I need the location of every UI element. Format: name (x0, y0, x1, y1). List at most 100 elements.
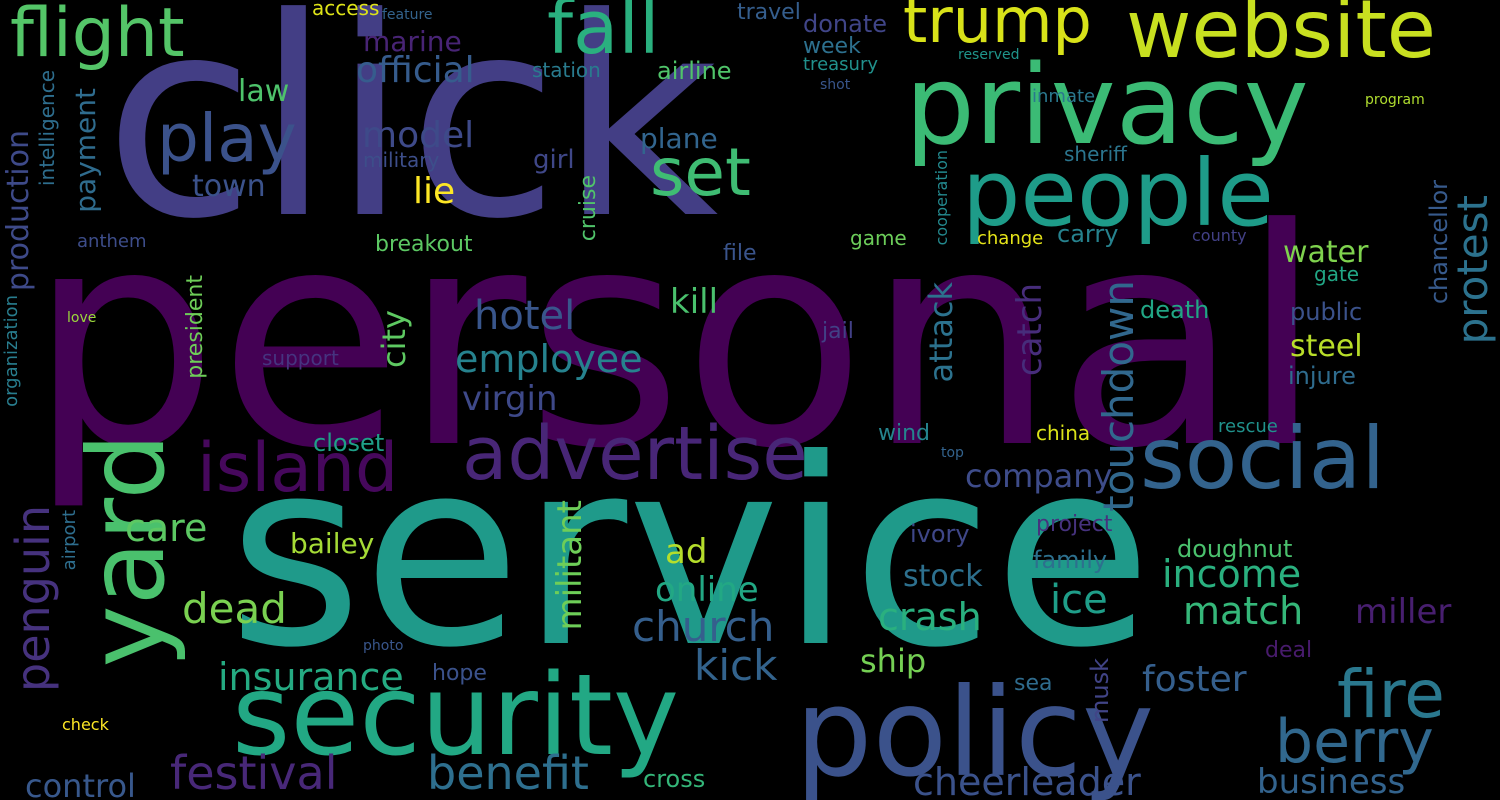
word-photo: photo (363, 638, 404, 654)
word-rescue: rescue (1218, 416, 1278, 437)
word-jail: jail (822, 319, 854, 344)
word-shot: shot (820, 77, 851, 93)
word-social: social (1140, 409, 1386, 509)
word-militant: militant (550, 500, 590, 631)
word-festival: festival (170, 746, 338, 800)
word-gate: gate (1314, 262, 1360, 286)
word-fall: fall (547, 0, 660, 71)
word-company: company (965, 457, 1113, 495)
word-cruise: cruise (576, 175, 601, 242)
word-protest: protest (1448, 195, 1497, 345)
word-wind: wind (878, 421, 931, 446)
word-lie: lie (413, 171, 456, 212)
word-change: change (977, 228, 1044, 249)
word-fire: fire (1337, 656, 1445, 733)
word-crash: crash (878, 595, 982, 639)
word-control: control (25, 767, 136, 800)
word-production: production (1, 130, 36, 292)
word-check: check (62, 715, 109, 734)
word-ad: ad (665, 532, 708, 572)
word-penguin: penguin (6, 505, 60, 692)
word-injure: injure (1288, 362, 1356, 390)
word-policy: policy (795, 662, 1155, 800)
word-game: game (850, 226, 907, 250)
word-plane: plane (640, 122, 718, 155)
word-click: click (104, 0, 719, 279)
word-insurance: insurance (218, 655, 404, 699)
word-steel: steel (1290, 329, 1363, 364)
word-breakout: breakout (375, 232, 473, 257)
word-virgin: virgin (462, 379, 558, 419)
word-china: china (1036, 421, 1091, 445)
word-trump: trump (903, 0, 1092, 57)
word-feature: feature (382, 7, 433, 23)
word-ivory: ivory (910, 520, 970, 548)
word-water: water (1283, 235, 1369, 270)
word-benefit: benefit (427, 746, 589, 800)
word-love: love (67, 310, 97, 326)
word-military: military (363, 148, 440, 172)
word-stock: stock (903, 559, 983, 594)
word-city: city (375, 310, 413, 368)
word-cheerleader: cheerleader (913, 760, 1141, 800)
word-public: public (1290, 298, 1363, 326)
word-death: death (1140, 296, 1210, 324)
word-payment: payment (69, 88, 102, 213)
word-ice: ice (1050, 577, 1108, 623)
word-airline: airline (657, 57, 732, 85)
word-treasury: treasury (803, 54, 879, 75)
word-president: president (183, 275, 208, 379)
word-foster: foster (1142, 659, 1247, 700)
word-berry: berry (1275, 707, 1434, 777)
word-donate: donate (803, 10, 888, 38)
word-set: set (650, 134, 751, 211)
word-match: match (1183, 589, 1304, 633)
word-flight: flight (10, 0, 185, 73)
word-income: income (1162, 552, 1302, 596)
word-top: top (941, 445, 964, 461)
word-sea: sea (1014, 671, 1053, 696)
word-miller: miller (1355, 592, 1452, 632)
word-advertise: advertise (462, 411, 808, 497)
word-model: model (362, 115, 475, 156)
word-inmate: inmate (1032, 86, 1096, 107)
word-online: online (655, 570, 759, 610)
word-file: file (723, 241, 757, 266)
word-ship: ship (860, 642, 927, 680)
word-musk: musk (1086, 658, 1114, 723)
word-personal: personal (28, 165, 1324, 514)
word-security: security (232, 651, 680, 781)
word-website: website (1126, 0, 1436, 76)
word-deal: deal (1265, 638, 1313, 663)
word-care: care (125, 506, 208, 550)
word-closet: closet (313, 429, 385, 457)
word-hotel: hotel (474, 293, 576, 339)
word-week: week (803, 34, 861, 59)
word-official: official (356, 50, 475, 91)
word-cross: cross (643, 765, 706, 793)
word-privacy: privacy (905, 41, 1309, 169)
word-reserved: reserved (958, 47, 1020, 63)
word-county: county (1192, 226, 1247, 245)
word-anthem: anthem (77, 231, 147, 252)
word-law: law (238, 74, 290, 109)
word-catch: catch (1010, 283, 1050, 377)
word-hope: hope (432, 661, 487, 686)
word-play: play (157, 100, 297, 177)
word-church: church (632, 602, 775, 651)
word-service: service (228, 404, 1153, 704)
word-sheriff: sheriff (1064, 142, 1127, 166)
word-airport: airport (59, 510, 80, 571)
word-yard: yard (66, 433, 188, 668)
word-island: island (197, 429, 399, 508)
word-project: project (1036, 512, 1113, 537)
word-support: support (262, 346, 339, 370)
word-bailey: bailey (290, 527, 375, 560)
word-organization: organization (1, 295, 22, 407)
word-marine: marine (363, 25, 462, 58)
word-carry: carry (1057, 220, 1119, 248)
word-kick: kick (694, 641, 778, 690)
word-chancellor: chancellor (1425, 180, 1453, 305)
word-employee: employee (455, 337, 643, 381)
